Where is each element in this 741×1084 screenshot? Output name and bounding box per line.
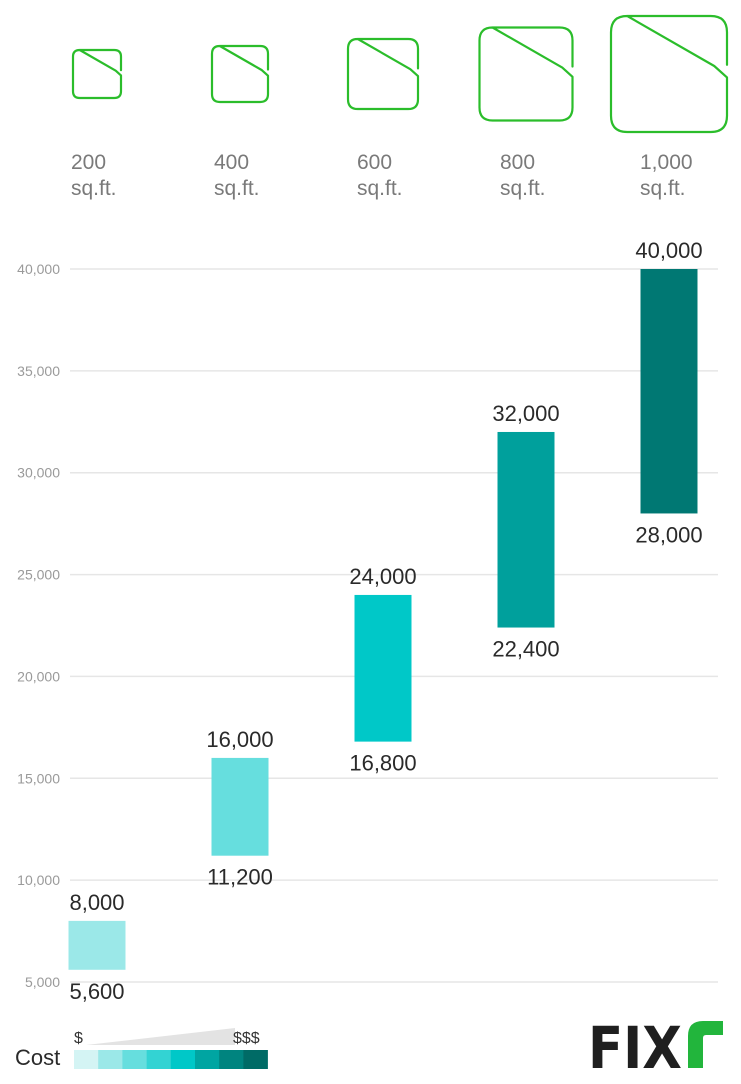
area-square-icon (609, 14, 729, 134)
area-icons (71, 14, 729, 134)
bar-high-label: 8,000 (69, 890, 124, 915)
bar-low-label: 16,800 (349, 751, 416, 776)
y-tick-label: 25,000 (17, 567, 60, 583)
bar-range (497, 431, 555, 628)
area-size-label: 600 (357, 151, 392, 174)
legend-low-label: $ (74, 1030, 83, 1047)
area-unit-label: sq.ft. (640, 177, 686, 200)
logo-r-mark-icon (688, 1021, 723, 1068)
y-tick-label: 35,000 (17, 363, 60, 379)
legend-wedge (86, 1028, 235, 1045)
legend-high-label: $$$ (233, 1030, 260, 1047)
area-unit-label: sq.ft. (71, 177, 117, 200)
area-square-icon (478, 26, 574, 122)
legend-swatch (219, 1050, 244, 1069)
legend-swatch (74, 1050, 99, 1069)
area-square-icon (71, 48, 123, 100)
y-axis-ticks: 5,000 10,000 15,000 20,000 25,000 30,000 35,00… (17, 261, 60, 990)
legend-swatch (98, 1050, 123, 1069)
y-tick-label: 30,000 (17, 465, 60, 481)
fixr-logo: FIX (588, 1014, 723, 1082)
bar-high-label: 40,000 (635, 238, 702, 263)
bar-high-label: 32,000 (492, 401, 559, 426)
legend-swatches (74, 1050, 268, 1069)
area-size-label: 200 (71, 151, 106, 174)
bar-low-label: 5,600 (69, 979, 124, 1004)
bar-low-label: 11,200 (207, 865, 273, 890)
area-size-label: 1,000 (640, 151, 693, 174)
data-labels: 8,000 5,600 16,000 11,200 24,000 16,800 32,000… (69, 238, 702, 1004)
bar-high-label: 16,000 (206, 727, 273, 752)
area-square-icon (210, 44, 270, 104)
bar-low-label: 22,400 (492, 637, 559, 662)
legend-swatch (243, 1050, 268, 1069)
cost-legend: $ $$$ Cost (15, 1028, 268, 1070)
bar-high-label: 24,000 (349, 564, 416, 589)
area-size-label: 800 (500, 151, 535, 174)
legend-title: Cost (15, 1045, 60, 1070)
area-size-label: 400 (214, 151, 249, 174)
legend-swatch (122, 1050, 147, 1069)
area-unit-label: sq.ft. (357, 177, 403, 200)
logo-text: FIX (588, 1014, 682, 1082)
y-tick-label: 5,000 (25, 974, 60, 990)
legend-swatch (195, 1050, 220, 1069)
area-square-icon (346, 37, 420, 111)
bar-range (640, 269, 698, 514)
y-tick-label: 40,000 (17, 261, 60, 277)
grid-lines (70, 268, 718, 983)
bar-low-label: 28,000 (635, 522, 702, 547)
legend-swatch (170, 1050, 196, 1069)
legend-swatch (146, 1050, 172, 1069)
bar-range (354, 594, 412, 742)
y-tick-label: 15,000 (17, 770, 60, 786)
y-tick-label: 20,000 (17, 668, 60, 684)
bar-range (68, 920, 126, 970)
bar-range (211, 757, 269, 856)
area-unit-label: sq.ft. (214, 177, 260, 200)
area-labels: 200 sq.ft. 400 sq.ft. 600 sq.ft. 800 sq.ft. 1,00… (71, 151, 693, 200)
y-tick-label: 10,000 (17, 872, 60, 888)
bars (68, 269, 698, 970)
area-unit-label: sq.ft. (500, 177, 546, 200)
